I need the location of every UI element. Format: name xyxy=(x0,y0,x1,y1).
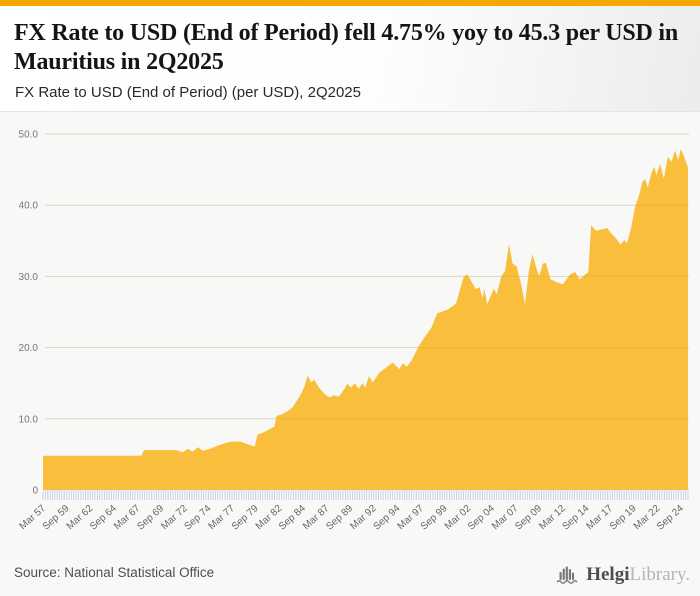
helgi-logo-icon xyxy=(556,566,578,584)
svg-text:10.0: 10.0 xyxy=(19,414,39,425)
chart-header: FX Rate to USD (End of Period) fell 4.75… xyxy=(0,6,700,112)
svg-text:30.0: 30.0 xyxy=(19,272,39,283)
svg-text:Sep 24: Sep 24 xyxy=(655,503,686,533)
helgi-library-logo[interactable]: HelgiLibrary. xyxy=(555,560,690,590)
page-title: FX Rate to USD (End of Period) fell 4.75… xyxy=(14,20,679,75)
source-label: Source: National Statistical Office xyxy=(14,565,215,580)
svg-text:0: 0 xyxy=(32,486,38,497)
logo-text-library: Library. xyxy=(629,564,691,585)
chart-area: 0 10.0 20.0 30.0 40.0 50.0 Mar 57 Sep 59 Mar 62 S… xyxy=(0,112,700,552)
svg-text:20.0: 20.0 xyxy=(19,343,39,354)
svg-text:40.0: 40.0 xyxy=(19,201,39,212)
logo-text-helgi: Helgi xyxy=(586,564,630,585)
accent-top-bar xyxy=(0,0,700,6)
footer: Source: National Statistical Office Helg… xyxy=(0,552,700,596)
chart-subtitle: FX Rate to USD (End of Period) (per USD)… xyxy=(15,84,361,101)
svg-text:50.0: 50.0 xyxy=(19,130,39,141)
